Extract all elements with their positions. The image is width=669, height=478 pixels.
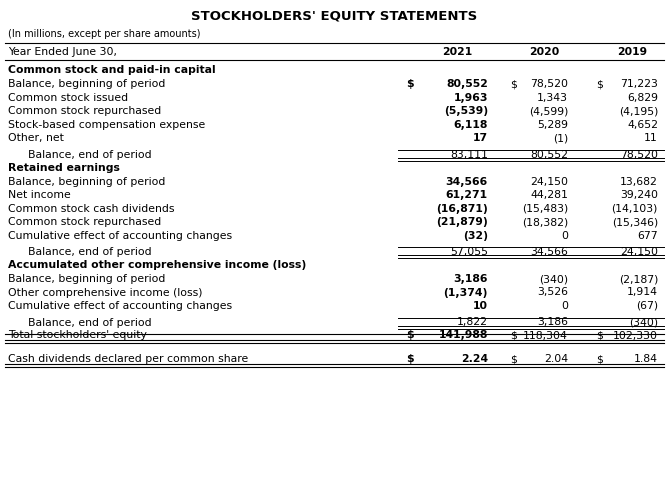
Text: (15,346): (15,346) bbox=[611, 217, 658, 227]
Text: 6,829: 6,829 bbox=[627, 93, 658, 102]
Text: 2019: 2019 bbox=[617, 47, 647, 57]
Text: Accumulated other comprehensive income (loss): Accumulated other comprehensive income (… bbox=[8, 260, 306, 270]
Text: Common stock repurchased: Common stock repurchased bbox=[8, 106, 161, 116]
Text: 0: 0 bbox=[561, 230, 568, 240]
Text: 34,566: 34,566 bbox=[530, 247, 568, 257]
Text: Balance, end of period: Balance, end of period bbox=[28, 317, 152, 327]
Text: 24,150: 24,150 bbox=[530, 176, 568, 186]
Text: (18,382): (18,382) bbox=[522, 217, 568, 227]
Text: $: $ bbox=[510, 330, 517, 340]
Text: 1.84: 1.84 bbox=[634, 355, 658, 365]
Text: Common stock cash dividends: Common stock cash dividends bbox=[8, 204, 175, 214]
Text: 141,988: 141,988 bbox=[439, 330, 488, 340]
Text: Net income: Net income bbox=[8, 190, 71, 200]
Text: Retained earnings: Retained earnings bbox=[8, 163, 120, 173]
Text: 80,552: 80,552 bbox=[446, 79, 488, 89]
Text: $: $ bbox=[596, 79, 603, 89]
Text: 6,118: 6,118 bbox=[454, 120, 488, 130]
Text: 11: 11 bbox=[644, 133, 658, 143]
Text: 10: 10 bbox=[473, 301, 488, 311]
Text: 5,289: 5,289 bbox=[537, 120, 568, 130]
Text: 1,822: 1,822 bbox=[457, 317, 488, 327]
Text: (2,187): (2,187) bbox=[619, 274, 658, 284]
Text: 71,223: 71,223 bbox=[620, 79, 658, 89]
Text: (4,195): (4,195) bbox=[619, 106, 658, 116]
Text: 102,330: 102,330 bbox=[613, 330, 658, 340]
Text: 78,520: 78,520 bbox=[620, 150, 658, 160]
Text: 3,186: 3,186 bbox=[537, 317, 568, 327]
Text: Common stock issued: Common stock issued bbox=[8, 93, 128, 102]
Text: $: $ bbox=[406, 355, 413, 365]
Text: 57,055: 57,055 bbox=[450, 247, 488, 257]
Text: $: $ bbox=[406, 79, 413, 89]
Text: 80,552: 80,552 bbox=[530, 150, 568, 160]
Text: 3,526: 3,526 bbox=[537, 287, 568, 297]
Text: Stock-based compensation expense: Stock-based compensation expense bbox=[8, 120, 205, 130]
Text: (14,103): (14,103) bbox=[611, 204, 658, 214]
Text: 1,343: 1,343 bbox=[537, 93, 568, 102]
Text: $: $ bbox=[596, 355, 603, 365]
Text: Balance, beginning of period: Balance, beginning of period bbox=[8, 176, 165, 186]
Text: 13,682: 13,682 bbox=[620, 176, 658, 186]
Text: $: $ bbox=[596, 330, 603, 340]
Text: Cumulative effect of accounting changes: Cumulative effect of accounting changes bbox=[8, 230, 232, 240]
Text: Common stock repurchased: Common stock repurchased bbox=[8, 217, 161, 227]
Text: Balance, beginning of period: Balance, beginning of period bbox=[8, 79, 165, 89]
Text: (1,374): (1,374) bbox=[444, 287, 488, 297]
Text: $: $ bbox=[510, 79, 517, 89]
Text: Cash dividends declared per common share: Cash dividends declared per common share bbox=[8, 355, 248, 365]
Text: 44,281: 44,281 bbox=[530, 190, 568, 200]
Text: (4,599): (4,599) bbox=[529, 106, 568, 116]
Text: 34,566: 34,566 bbox=[446, 176, 488, 186]
Text: (15,483): (15,483) bbox=[522, 204, 568, 214]
Text: Cumulative effect of accounting changes: Cumulative effect of accounting changes bbox=[8, 301, 232, 311]
Text: Common stock and paid-in capital: Common stock and paid-in capital bbox=[8, 65, 215, 75]
Text: 24,150: 24,150 bbox=[620, 247, 658, 257]
Text: 677: 677 bbox=[638, 230, 658, 240]
Text: $: $ bbox=[510, 355, 517, 365]
Text: 3,186: 3,186 bbox=[454, 274, 488, 284]
Text: 0: 0 bbox=[561, 301, 568, 311]
Text: (21,879): (21,879) bbox=[436, 217, 488, 227]
Text: (1): (1) bbox=[553, 133, 568, 143]
Text: (340): (340) bbox=[539, 274, 568, 284]
Text: 78,520: 78,520 bbox=[530, 79, 568, 89]
Text: 118,304: 118,304 bbox=[523, 330, 568, 340]
Text: 2.04: 2.04 bbox=[544, 355, 568, 365]
Text: 83,111: 83,111 bbox=[450, 150, 488, 160]
Text: Balance, end of period: Balance, end of period bbox=[28, 247, 152, 257]
Text: 2021: 2021 bbox=[442, 47, 472, 57]
Text: STOCKHOLDERS' EQUITY STATEMENTS: STOCKHOLDERS' EQUITY STATEMENTS bbox=[191, 10, 477, 22]
Text: 4,652: 4,652 bbox=[627, 120, 658, 130]
Text: 61,271: 61,271 bbox=[446, 190, 488, 200]
Text: (16,871): (16,871) bbox=[436, 204, 488, 214]
Text: 2.24: 2.24 bbox=[461, 355, 488, 365]
Text: Balance, end of period: Balance, end of period bbox=[28, 150, 152, 160]
Text: Year Ended June 30,: Year Ended June 30, bbox=[8, 47, 117, 57]
Text: (67): (67) bbox=[636, 301, 658, 311]
Text: 17: 17 bbox=[473, 133, 488, 143]
Text: 1,914: 1,914 bbox=[627, 287, 658, 297]
Text: Other, net: Other, net bbox=[8, 133, 64, 143]
Text: (5,539): (5,539) bbox=[444, 106, 488, 116]
Text: Total stockholders' equity: Total stockholders' equity bbox=[8, 330, 147, 340]
Text: 2020: 2020 bbox=[529, 47, 559, 57]
Text: Other comprehensive income (loss): Other comprehensive income (loss) bbox=[8, 287, 203, 297]
Text: (340): (340) bbox=[629, 317, 658, 327]
Text: 1,963: 1,963 bbox=[454, 93, 488, 102]
Text: Balance, beginning of period: Balance, beginning of period bbox=[8, 274, 165, 284]
Text: (In millions, except per share amounts): (In millions, except per share amounts) bbox=[8, 29, 201, 39]
Text: (32): (32) bbox=[463, 230, 488, 240]
Text: $: $ bbox=[406, 330, 413, 340]
Text: 39,240: 39,240 bbox=[620, 190, 658, 200]
